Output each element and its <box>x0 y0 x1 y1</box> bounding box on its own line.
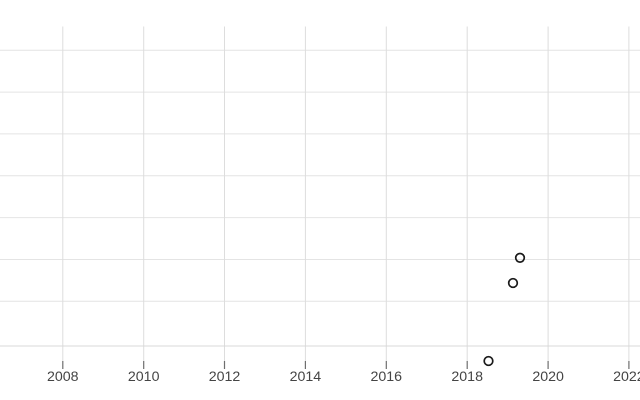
svg-text:2012: 2012 <box>209 369 241 385</box>
svg-text:2010: 2010 <box>128 369 160 385</box>
svg-text:2022: 2022 <box>613 369 640 385</box>
svg-text:2016: 2016 <box>371 369 403 385</box>
svg-text:2020: 2020 <box>532 369 564 385</box>
svg-text:2014: 2014 <box>290 369 322 385</box>
svg-text:2008: 2008 <box>47 369 79 385</box>
svg-text:2018: 2018 <box>451 369 483 385</box>
